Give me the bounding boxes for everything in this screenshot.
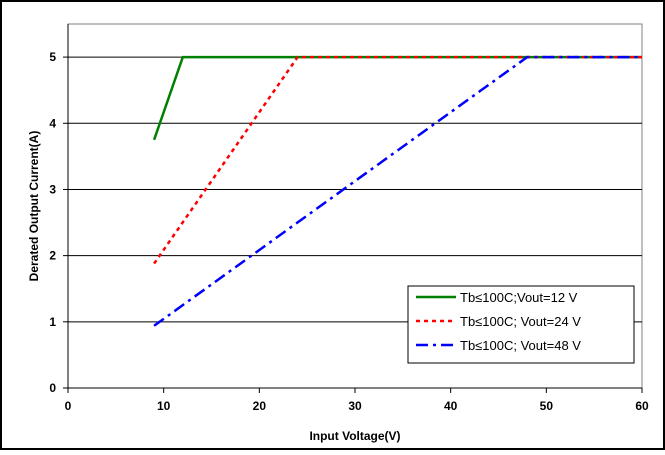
y-tick-label: 4 <box>49 116 56 130</box>
x-tick-label: 30 <box>348 399 362 413</box>
y-tick-label: 1 <box>49 315 56 329</box>
series-lines <box>152 55 642 327</box>
legend-label-3: Tb≤100C; Vout=48 V <box>460 338 581 353</box>
x-tick-label: 20 <box>253 399 267 413</box>
x-axis-title: Input Voltage(V) <box>309 429 400 443</box>
legend-box <box>407 285 635 364</box>
x-tick-label: 0 <box>65 399 72 413</box>
tick-labels: 0 10 20 30 40 50 60 0 1 2 3 4 5 <box>49 50 649 413</box>
y-tick-label: 5 <box>49 50 56 64</box>
x-tick-label: 10 <box>157 399 171 413</box>
y-tick-label: 2 <box>49 249 56 263</box>
x-tick-label: 40 <box>444 399 458 413</box>
legend-label-2: Tb≤100C; Vout=24 V <box>460 314 581 329</box>
x-tick-label: 50 <box>540 399 554 413</box>
y-axis-title: Derated Output Current(A) <box>27 131 41 282</box>
series-line-3 <box>153 55 642 327</box>
legend-label-1: Tb≤100C;Vout=12 V <box>460 290 578 305</box>
y-tick-label: 3 <box>49 182 56 196</box>
legend: Tb≤100C;Vout=12 V Tb≤100C; Vout=24 V Tb≤10… <box>407 285 635 364</box>
x-tick-label: 60 <box>635 399 649 413</box>
y-tick-label: 0 <box>49 381 56 395</box>
